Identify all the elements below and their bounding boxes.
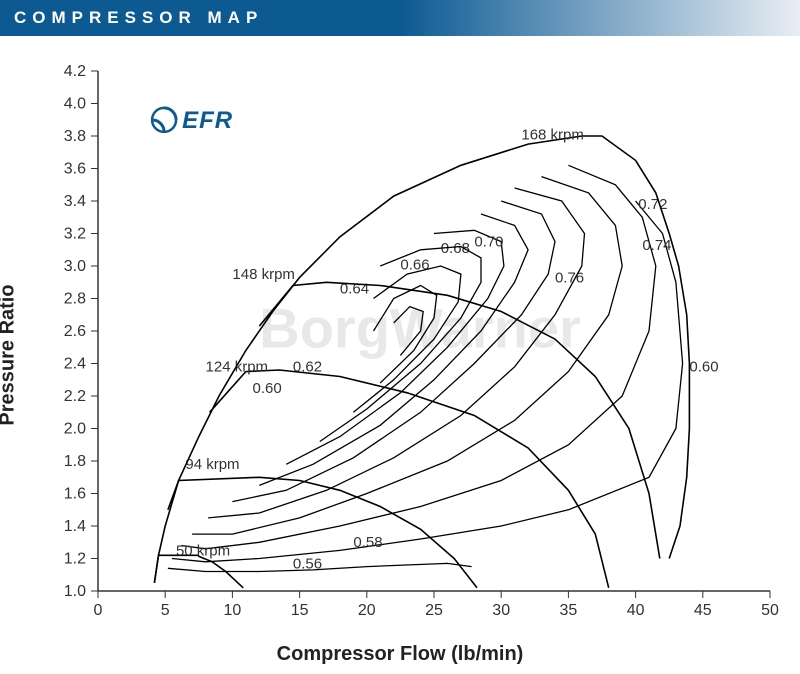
svg-text:0: 0: [94, 602, 103, 619]
svg-text:0.60: 0.60: [689, 359, 718, 376]
svg-text:0.76: 0.76: [555, 269, 584, 286]
svg-text:45: 45: [694, 602, 712, 619]
svg-text:2.2: 2.2: [64, 388, 86, 405]
svg-text:25: 25: [425, 602, 443, 619]
svg-text:1.2: 1.2: [64, 551, 86, 568]
svg-text:5: 5: [161, 602, 170, 619]
svg-text:4.0: 4.0: [64, 96, 86, 113]
svg-text:94 krpm: 94 krpm: [185, 456, 239, 473]
svg-text:2.6: 2.6: [64, 323, 86, 340]
plot-svg: BorgWarner051015202530354045501.01.21.41…: [0, 36, 800, 674]
svg-text:0.72: 0.72: [638, 196, 667, 213]
svg-text:40: 40: [627, 602, 645, 619]
svg-text:2.4: 2.4: [64, 356, 86, 373]
svg-text:4.2: 4.2: [64, 63, 86, 80]
svg-text:1.4: 1.4: [64, 518, 86, 535]
svg-text:0.56: 0.56: [293, 555, 322, 572]
svg-text:0.66: 0.66: [400, 256, 429, 273]
svg-text:EFR: EFR: [182, 107, 233, 134]
svg-text:20: 20: [358, 602, 376, 619]
svg-text:3.8: 3.8: [64, 128, 86, 145]
svg-text:3.4: 3.4: [64, 193, 86, 210]
svg-text:1.6: 1.6: [64, 486, 86, 503]
svg-text:0.58: 0.58: [353, 534, 382, 551]
svg-text:0.70: 0.70: [474, 234, 503, 251]
svg-text:35: 35: [560, 602, 578, 619]
svg-text:10: 10: [224, 602, 242, 619]
svg-text:15: 15: [291, 602, 309, 619]
svg-text:168 krpm: 168 krpm: [521, 126, 584, 143]
svg-text:1.8: 1.8: [64, 453, 86, 470]
svg-text:2.8: 2.8: [64, 291, 86, 308]
svg-text:1.0: 1.0: [64, 583, 86, 600]
svg-text:3.6: 3.6: [64, 161, 86, 178]
svg-text:50: 50: [761, 602, 779, 619]
svg-text:30: 30: [492, 602, 510, 619]
svg-text:0.74: 0.74: [642, 237, 671, 254]
svg-text:148 krpm: 148 krpm: [232, 266, 295, 283]
svg-text:0.60: 0.60: [253, 380, 282, 397]
svg-text:50 krpm: 50 krpm: [176, 542, 230, 559]
svg-text:2.0: 2.0: [64, 421, 86, 438]
svg-text:3.2: 3.2: [64, 226, 86, 243]
svg-text:3.0: 3.0: [64, 258, 86, 275]
header-bar: COMPRESSOR MAP: [0, 0, 800, 36]
compressor-map-plot: Pressure Ratio Compressor Flow (lb/min) …: [0, 36, 800, 674]
header-title: COMPRESSOR MAP: [0, 8, 263, 28]
